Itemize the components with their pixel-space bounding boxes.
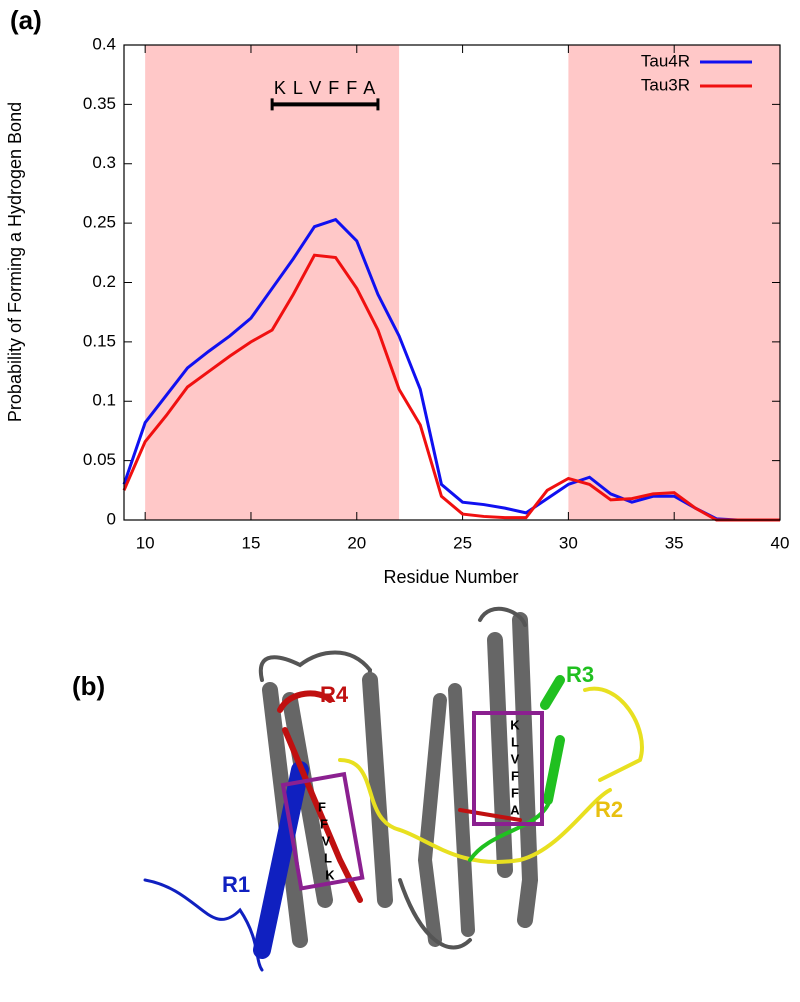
ribbons	[143, 606, 644, 972]
data-line	[122, 217, 780, 522]
residue-letter: V	[322, 833, 331, 848]
plot: 0 0.05 0.1 0.15 0.2 0.25 0.3 0.35 0.4 10 15 20 25 30 3…	[83, 34, 790, 552]
y-tick-label: 0.2	[92, 272, 116, 291]
x-axis-label: Residue Number	[383, 567, 518, 587]
shaded-region	[568, 45, 780, 520]
y-tick-label: 0.05	[83, 450, 116, 469]
y-tick-label: 0.1	[92, 391, 116, 410]
residue-letter: A	[510, 802, 520, 817]
residue-letter: L	[324, 850, 332, 865]
y-tick-label: 0.3	[92, 153, 116, 172]
y-tick-label: 0.25	[83, 213, 116, 232]
residue-letter: K	[510, 717, 520, 732]
x-tick-label: 30	[559, 533, 578, 552]
x-tick-label: 20	[347, 533, 366, 552]
plot-frame	[123, 44, 781, 521]
panel-label: (b)	[72, 671, 105, 701]
y-tick-label: 0.4	[92, 34, 116, 53]
shaded-region	[145, 45, 400, 520]
data-line	[122, 253, 780, 522]
residue-letter: F	[318, 799, 326, 814]
region-label: R4	[320, 682, 349, 707]
x-tick-label: 25	[453, 533, 472, 552]
highlight-box	[280, 771, 365, 891]
annotation-text: K L V F F A	[274, 78, 376, 98]
region-label: R2	[595, 797, 623, 822]
y-axis-label: Probability of Forming a Hydrogen Bond	[5, 102, 25, 422]
y-tick-label: 0.35	[83, 94, 116, 113]
x-tick-label: 40	[771, 533, 790, 552]
x-tick-label: 10	[136, 533, 155, 552]
residue-letter: K	[325, 867, 335, 882]
residue-letter: F	[511, 785, 519, 800]
legend-label: Tau3R	[641, 75, 690, 94]
y-tick-label: 0.15	[83, 331, 116, 350]
region-label: R3	[566, 662, 594, 687]
x-tick-label: 35	[665, 533, 684, 552]
x-tick-label: 15	[242, 533, 261, 552]
legend-label: Tau4R	[641, 51, 690, 70]
panel-label: (a)	[10, 5, 42, 35]
residue-letter: F	[511, 768, 519, 783]
y-tick-label: 0	[107, 509, 116, 528]
highlight-box	[472, 711, 544, 826]
residue-letter: V	[511, 751, 520, 766]
residue-letter: F	[320, 816, 328, 831]
region-label: R1	[222, 872, 250, 897]
residue-letter: L	[511, 734, 519, 749]
